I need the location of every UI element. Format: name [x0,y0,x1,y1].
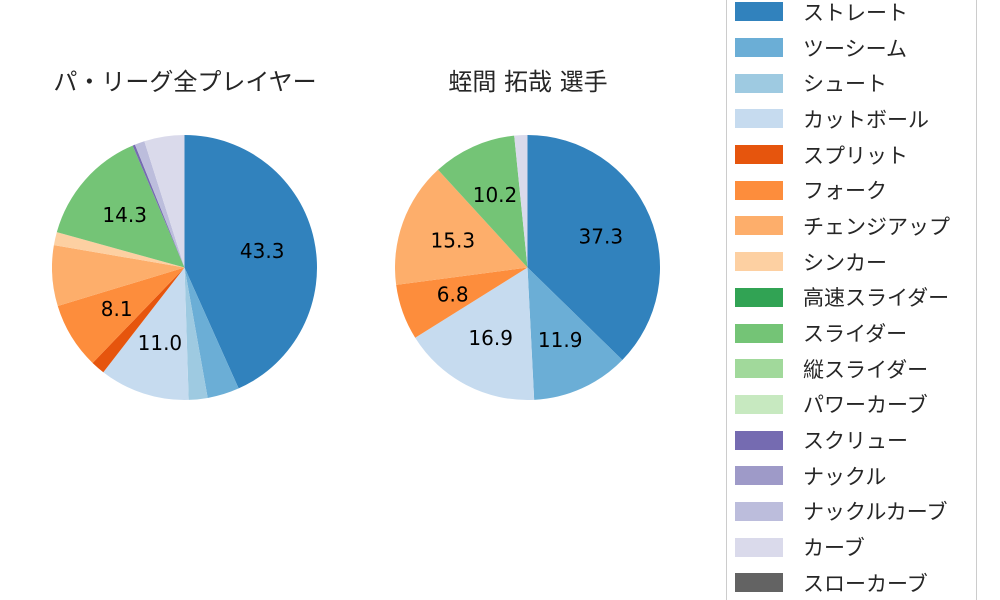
legend-item-label: シンカー [803,250,887,275]
legend-item: カットボール [727,101,976,137]
legend-item-label: シュート [803,72,887,97]
legend-item: スローカーブ [727,565,976,600]
legend-item: スライダー [727,315,976,351]
pie-value-label: 16.9 [468,326,513,350]
pie-value-label: 43.3 [240,239,285,263]
legend-color-swatch [735,394,783,414]
pie-slice [396,267,528,338]
pie-value-label: 10.2 [473,183,518,207]
legend-item-label: ストレート [803,0,908,25]
legend-item-label: パワーカーブ [803,393,928,418]
legend-item: ナックル [727,458,976,494]
legend-item: ナックルカーブ [727,494,976,530]
legend-item: 縦スライダー [727,351,976,387]
legend-item: チェンジアップ [727,208,976,244]
pie-slice [438,135,528,268]
legend-color-swatch [735,109,783,129]
legend-color-swatch [735,252,783,272]
pie-slice [52,245,185,307]
legend-item: 高速スライダー [727,280,976,316]
legend-color-swatch [735,359,783,379]
legend-item: ツーシーム [727,30,976,66]
pie-slice [144,135,185,268]
legend: ストレート ツーシーム シュート カットボール スプリット フォーク チェンジア… [726,0,977,600]
pie-slice [395,169,528,285]
legend-color-swatch [735,501,783,521]
pie-slice [53,232,185,268]
legend-item-label: 高速スライダー [803,286,950,311]
legend-color-swatch [735,430,783,450]
pie-slice [92,267,185,373]
legend-item: シュート [727,65,976,101]
pie-slice [57,267,185,363]
legend-color-swatch [735,323,783,343]
pie-chart-left: 43.3 11.08.1 14.3 [52,135,317,400]
pie-title-right: 蛭間 拓哉 選手 [448,68,608,96]
legend-item: シンカー [727,244,976,280]
legend-color-swatch [735,573,783,593]
legend-item-label: チェンジアップ [803,214,950,239]
legend-item: パワーカーブ [727,387,976,423]
pie-slice [415,267,535,400]
legend-color-swatch [735,537,783,557]
pie-value-label: 8.1 [101,297,133,321]
legend-item: ストレート [727,0,976,30]
legend-item-label: スクリュー [803,429,908,454]
pie-value-label: 11.0 [138,331,183,355]
pie-slice [56,145,185,268]
pie-slice [132,144,185,268]
legend-color-swatch [735,73,783,93]
legend-item-label: ナックルカーブ [803,500,948,525]
pie-slice [184,267,208,400]
pie-value-label: 15.3 [431,228,476,252]
legend-color-swatch [735,287,783,307]
legend-item-label: スプリット [803,143,908,168]
legend-color-swatch [735,216,783,236]
legend-color-swatch [735,466,783,486]
legend-item-label: フォーク [803,179,887,204]
legend-item-label: カーブ [803,536,865,561]
legend-item-label: ナックル [803,464,887,489]
pie-slice [527,267,623,400]
legend-color-swatch [735,2,783,22]
pie-chart-right: 37.3 11.9 16.9 6.8 15.3 10.2 [395,135,660,400]
pie-slice [134,141,185,268]
legend-item: カーブ [727,529,976,565]
legend-item: フォーク [727,172,976,208]
legend-item: スクリュー [727,422,976,458]
legend-color-swatch [735,145,783,165]
legend-color-swatch [735,180,783,200]
pie-slice [184,135,317,389]
pie-slice [514,135,528,268]
legend-item-label: カットボール [803,107,929,132]
pie-value-label: 37.3 [579,225,624,249]
pie-slice [184,267,239,398]
legend-item-label: スライダー [803,322,908,347]
pie-value-label: 6.8 [437,282,469,306]
legend-color-swatch [735,38,783,58]
legend-item-label: スローカーブ [803,571,928,596]
pie-value-label: 14.3 [102,203,147,227]
pie-slice [103,267,189,400]
legend-item-label: ツーシーム [803,36,907,61]
pie-slice [527,135,660,361]
pie-title-left: パ・リーグ全プレイヤー [53,68,317,96]
legend-item: スプリット [727,137,976,173]
legend-item-label: 縦スライダー [803,357,929,382]
pie-value-label: 11.9 [538,328,583,352]
